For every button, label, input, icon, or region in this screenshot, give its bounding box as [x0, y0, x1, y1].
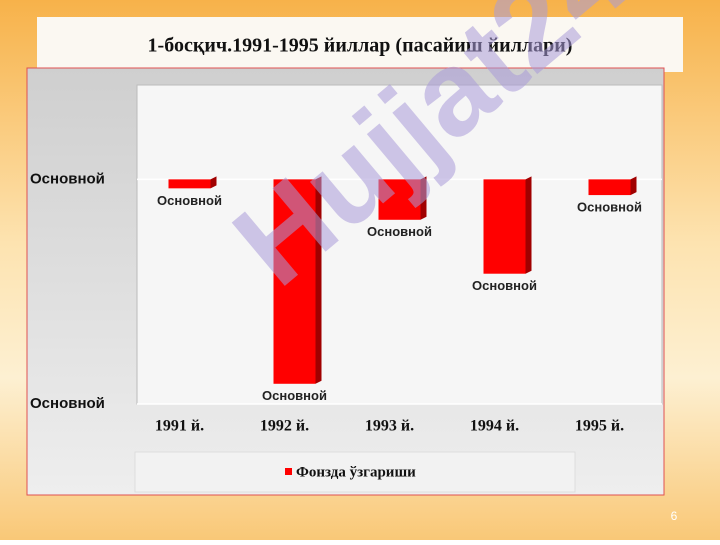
- data-label: Основной: [577, 200, 642, 215]
- page-number: 6: [671, 509, 678, 523]
- data-label: Основной: [367, 224, 432, 239]
- bar: [588, 179, 631, 196]
- bar: [273, 179, 316, 384]
- legend-swatch: [285, 468, 292, 475]
- bar-side: [420, 176, 427, 220]
- bar-side: [210, 176, 217, 189]
- plot-area: [136, 84, 663, 405]
- legend-label: Фонзда ўзгариши: [296, 464, 416, 480]
- chart-title: 1-босқич.1991-1995 йиллар (пасайиш йилла…: [148, 35, 573, 57]
- x-tick-label: 1992 й.: [260, 418, 309, 435]
- marks: Основной Основной Основной Основной Основной…: [30, 170, 662, 480]
- y-tick-label: Основной: [30, 395, 105, 412]
- bar: [168, 179, 211, 189]
- data-label: Основной: [262, 388, 327, 403]
- y-tick-label: Основной: [30, 170, 105, 187]
- bar: [483, 179, 526, 274]
- bar: [378, 179, 421, 220]
- x-tick-label: 1993 й.: [365, 418, 414, 435]
- x-tick-label: 1991 й.: [155, 418, 204, 435]
- data-label: Основной: [472, 278, 537, 293]
- legend-box: [134, 451, 576, 493]
- x-tick-label: 1995 й.: [575, 418, 624, 435]
- bar-side: [315, 176, 322, 384]
- bar-side: [630, 176, 637, 196]
- title-box: [37, 17, 683, 72]
- x-tick-label: 1994 й.: [470, 418, 519, 435]
- bar-side: [525, 176, 532, 274]
- data-label: Основной: [157, 193, 222, 208]
